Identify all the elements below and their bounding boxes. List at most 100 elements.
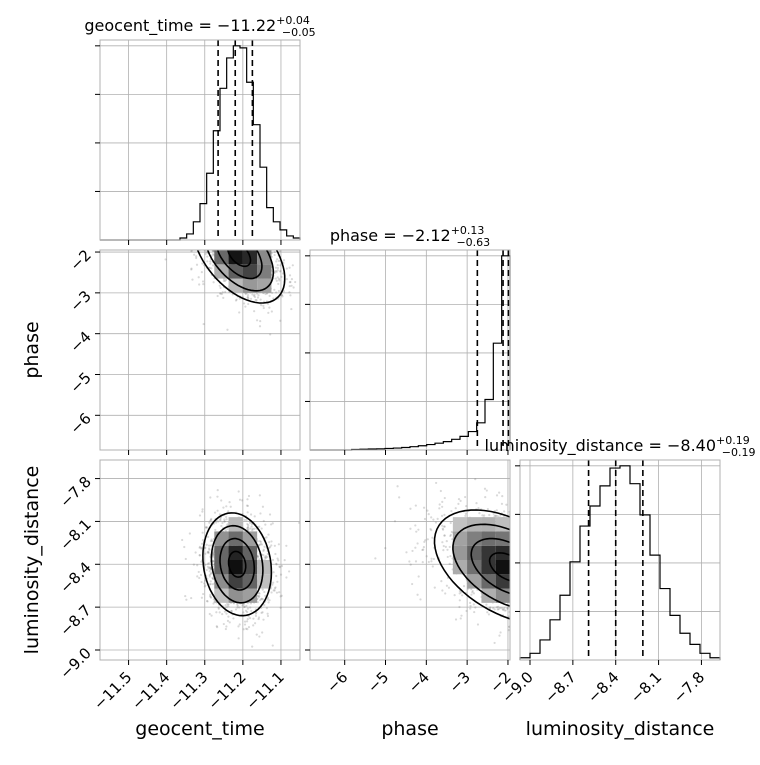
sample-point	[442, 549, 445, 552]
sample-point	[414, 524, 417, 527]
sample-point	[524, 569, 526, 571]
sample-point	[513, 560, 515, 562]
sample-point	[531, 547, 533, 549]
sample-point	[175, 225, 177, 227]
sample-point	[563, 544, 565, 546]
sample-point	[432, 518, 435, 521]
sample-point	[443, 525, 446, 528]
sample-point	[541, 550, 543, 552]
sample-point	[213, 235, 215, 237]
sample-point	[544, 625, 546, 627]
sample-point	[423, 517, 427, 521]
density-cell	[257, 264, 272, 279]
sample-point	[525, 571, 527, 573]
sample-point	[271, 242, 273, 244]
sample-point	[250, 236, 252, 238]
sample-point	[215, 228, 217, 230]
density-cell	[228, 588, 243, 603]
sample-point	[582, 623, 584, 625]
sample-point	[200, 580, 203, 584]
sample-point	[432, 557, 435, 561]
sample-point	[579, 575, 581, 577]
sample-point	[570, 607, 572, 609]
sample-point	[218, 284, 221, 287]
sample-point	[208, 583, 211, 586]
sample-point	[214, 228, 216, 230]
sample-point	[550, 518, 552, 520]
sample-point	[553, 571, 555, 573]
sample-point	[510, 559, 512, 561]
sample-point	[238, 219, 240, 221]
sample-point	[211, 247, 213, 249]
sample-point	[544, 591, 546, 593]
sample-point	[268, 237, 270, 239]
sample-point	[256, 292, 259, 295]
sample-point	[271, 224, 273, 226]
sample-point	[442, 525, 446, 528]
sample-point	[228, 233, 230, 235]
sample-point	[243, 246, 245, 248]
sample-point	[522, 570, 524, 572]
sample-point	[430, 560, 433, 563]
sample-point	[542, 580, 544, 582]
sample-point	[200, 270, 203, 274]
sample-point	[499, 514, 502, 517]
sample-point	[253, 293, 256, 296]
sample-point	[246, 610, 249, 614]
sample-point	[510, 525, 512, 527]
sample-point	[237, 231, 239, 233]
sample-point	[254, 614, 258, 617]
sample-point	[227, 232, 229, 234]
sample-point	[527, 616, 529, 618]
sample-point	[272, 589, 275, 592]
sample-point	[546, 599, 548, 601]
sample-point	[489, 606, 492, 609]
sample-point	[229, 245, 231, 247]
sample-point	[450, 510, 453, 513]
sample-point	[511, 567, 513, 569]
sample-point	[511, 571, 513, 573]
sample-point	[563, 585, 565, 587]
sample-point	[276, 276, 279, 279]
sample-point	[226, 243, 228, 245]
sample-point	[526, 576, 528, 578]
sample-point	[374, 557, 377, 560]
sample-point	[464, 512, 467, 515]
sample-point	[441, 528, 445, 531]
sample-point	[545, 583, 547, 585]
sample-point	[263, 246, 265, 248]
sample-point	[556, 572, 558, 574]
sample-point	[220, 234, 222, 236]
sample-point	[205, 228, 207, 230]
sample-point	[431, 536, 434, 539]
sample-point	[273, 250, 276, 254]
sample-point	[526, 556, 528, 558]
sample-point	[517, 576, 519, 578]
sample-point	[254, 612, 258, 615]
sample-point	[567, 588, 569, 590]
sample-point	[238, 231, 240, 233]
sample-point	[243, 518, 246, 522]
sample-point	[222, 232, 224, 234]
sample-point	[530, 604, 532, 606]
sample-point	[208, 566, 211, 569]
sample-point	[247, 297, 250, 300]
sample-point	[513, 546, 515, 548]
sample-point	[255, 633, 258, 636]
y-tick-label: −2	[66, 246, 94, 274]
sample-point	[225, 505, 228, 508]
sample-point	[562, 570, 564, 572]
sample-point	[602, 613, 604, 615]
sample-point	[581, 557, 583, 559]
sample-point	[280, 564, 284, 568]
sample-point	[448, 545, 451, 549]
sample-point	[537, 569, 539, 571]
sample-point	[261, 244, 263, 246]
sample-point	[554, 563, 556, 565]
sample-point	[198, 230, 200, 232]
sample-point	[573, 564, 575, 566]
sample-point	[221, 244, 223, 246]
sample-point	[579, 601, 581, 603]
sample-point	[236, 221, 238, 223]
sample-point	[416, 542, 419, 545]
